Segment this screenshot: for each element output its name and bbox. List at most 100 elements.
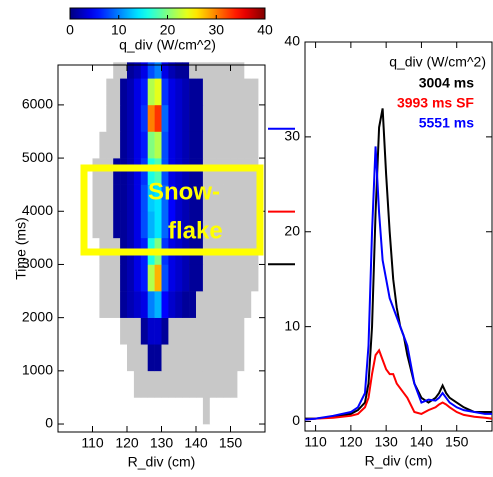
heat-cell xyxy=(92,370,100,398)
heat-cell xyxy=(140,264,148,292)
heat-cell xyxy=(175,397,183,425)
heat-cell xyxy=(251,184,259,212)
heat-cell xyxy=(168,370,176,398)
heat-cell xyxy=(120,131,128,159)
heat-cell xyxy=(196,317,204,345)
heat-cell xyxy=(120,62,128,79)
heat-cell xyxy=(202,158,211,185)
heat-cell xyxy=(237,62,245,79)
heat-cell xyxy=(244,211,252,239)
heat-cell xyxy=(196,131,204,159)
colorbar-tick-label: 30 xyxy=(208,22,224,38)
heat-cell xyxy=(168,291,176,318)
heat-cell xyxy=(209,264,217,292)
heat-cell xyxy=(154,131,162,159)
heat-cell xyxy=(92,131,100,159)
heat-cell xyxy=(168,264,176,292)
heat-cell xyxy=(154,264,162,292)
heat-cell xyxy=(216,104,224,132)
heat-cell xyxy=(147,104,155,132)
heat-cell xyxy=(99,104,107,132)
heat-cell xyxy=(113,158,121,185)
heat-cell xyxy=(189,370,197,398)
heat-cell xyxy=(237,104,245,132)
heat-cell xyxy=(133,78,142,106)
heat-cell xyxy=(154,370,162,398)
y-tick-label: 20 xyxy=(284,222,300,238)
heat-cell xyxy=(168,184,176,212)
heat-cell xyxy=(133,62,142,79)
heat-cell xyxy=(161,291,169,318)
heat-cell xyxy=(182,104,190,132)
heat-cell xyxy=(175,78,183,106)
x-axis-label: R_div (cm) xyxy=(128,454,196,470)
heat-cell xyxy=(168,131,176,159)
heat-cell xyxy=(209,344,217,372)
heat-cell xyxy=(147,370,155,398)
y-tick-label: 3000 xyxy=(22,255,53,271)
heat-cell xyxy=(99,184,107,212)
heat-cell xyxy=(161,104,169,132)
annotation-box xyxy=(80,164,264,256)
heat-cell xyxy=(106,317,114,345)
heat-cell xyxy=(209,62,217,79)
heat-cell xyxy=(120,264,128,292)
heat-cell xyxy=(168,317,176,345)
heat-cell xyxy=(175,158,183,185)
heat-cell xyxy=(209,397,217,425)
heat-cell xyxy=(196,104,204,132)
y-tick-label: 10 xyxy=(284,317,300,333)
heat-cell xyxy=(237,211,245,239)
series-line xyxy=(304,146,492,421)
heat-cell xyxy=(237,158,245,185)
heat-cell xyxy=(216,344,224,372)
heat-cell xyxy=(189,104,197,132)
heat-cell xyxy=(127,344,135,372)
heat-cell xyxy=(202,344,211,372)
heat-cell xyxy=(168,78,176,106)
heat-cell xyxy=(182,211,190,239)
heat-cell xyxy=(230,211,238,239)
heat-cell xyxy=(92,62,100,79)
y-axis-label: Time (ms) xyxy=(13,217,29,279)
series-line xyxy=(305,108,492,420)
heat-cell xyxy=(92,184,100,212)
heat-cell xyxy=(92,104,100,132)
heat-cell xyxy=(223,184,231,212)
heat-cell xyxy=(92,211,100,239)
y-tick-label: 0 xyxy=(292,412,300,428)
heat-cell xyxy=(147,291,155,318)
heat-cell xyxy=(140,78,148,106)
legend-entry: 3993 ms SF xyxy=(397,95,474,111)
heat-cell xyxy=(140,62,148,79)
heat-cell xyxy=(99,131,107,159)
heat-cell xyxy=(168,62,176,79)
heat-cell xyxy=(189,158,197,185)
heat-cell xyxy=(161,264,169,292)
heat-cell xyxy=(120,158,128,185)
heat-cell xyxy=(99,62,107,79)
heat-cell xyxy=(99,264,107,292)
heat-cell xyxy=(140,317,148,345)
heat-cell xyxy=(189,184,197,212)
heat-cell xyxy=(244,317,252,345)
heat-cell xyxy=(251,78,259,106)
heat-cell xyxy=(120,104,128,132)
heat-cell xyxy=(168,397,176,425)
heat-cell xyxy=(113,78,121,106)
colorbar-tick-label: 40 xyxy=(257,22,273,38)
heat-cell xyxy=(196,211,204,239)
heat-cell xyxy=(209,184,217,212)
heat-cell xyxy=(237,397,245,425)
heat-cell xyxy=(127,104,135,132)
heat-cell xyxy=(209,104,217,132)
heat-cell xyxy=(251,131,259,159)
heat-cell xyxy=(196,397,204,425)
heat-cell xyxy=(216,317,224,345)
heat-cell xyxy=(230,62,238,79)
heat-cell xyxy=(196,264,204,292)
heat-cell xyxy=(106,158,114,185)
heat-cell xyxy=(133,264,142,292)
heat-cell xyxy=(230,184,238,212)
heat-cell xyxy=(237,184,245,212)
